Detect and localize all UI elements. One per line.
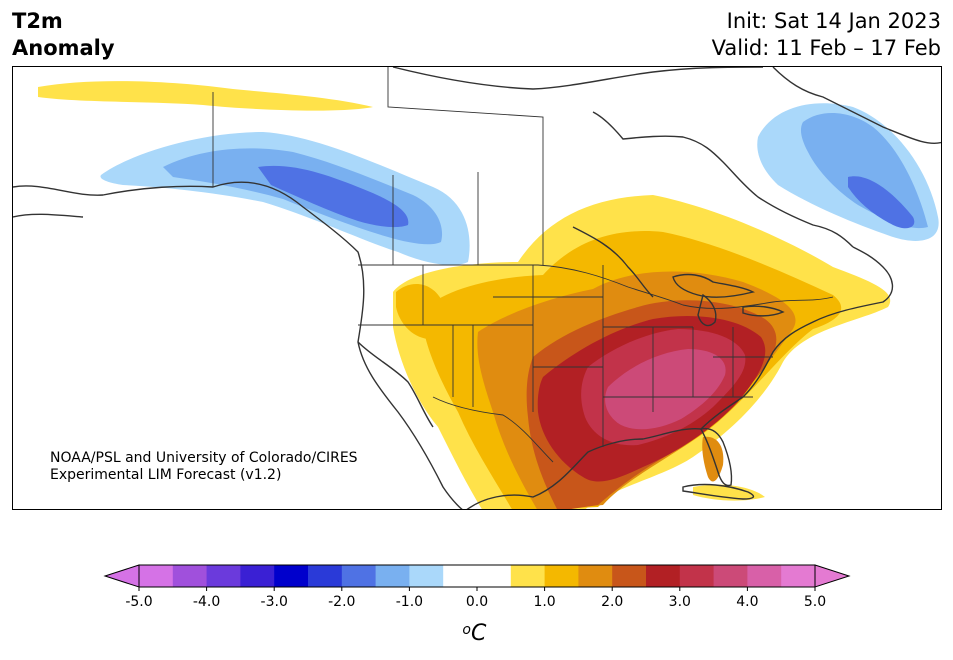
credit-line-2: Experimental LIM Forecast (v1.2) — [50, 467, 282, 483]
colorbar-tick-label: 2.0 — [601, 594, 623, 610]
colorbar-tick-label: 5.0 — [804, 594, 826, 610]
anomaly-map: NOAA/PSL and University of Colorado/CIRE… — [12, 66, 942, 510]
colorbar-segment — [274, 565, 309, 587]
colorbar-over-arrow — [814, 564, 851, 588]
cold-anomaly-shading — [100, 103, 939, 266]
colorbar-tick-label: -1.0 — [396, 594, 423, 610]
credit-text: NOAA/PSL and University of Colorado/CIRE… — [50, 450, 358, 484]
contour-neg1p5-west — [258, 165, 409, 228]
colorbar-segment — [646, 565, 681, 587]
colorbar-tick-label: 1.0 — [533, 594, 555, 610]
colorbar-segment — [679, 565, 715, 587]
colorbar-tick-label: -3.0 — [261, 594, 288, 610]
contour-florida — [702, 436, 724, 482]
colorbar-segment — [308, 565, 343, 587]
colorbar-segment — [341, 565, 377, 587]
colorbar-tick-label: 4.0 — [736, 594, 758, 610]
warm-anomaly-shading — [38, 81, 890, 509]
colorbar-segment — [510, 565, 546, 587]
colorbar-segment — [139, 565, 174, 587]
contour-arctic — [38, 81, 373, 111]
colorbar-segment — [781, 565, 816, 587]
variable-label: T2m — [12, 9, 63, 33]
colorbar-segment — [544, 565, 579, 587]
colorbar-segment — [375, 565, 410, 587]
contour-cuba — [693, 484, 765, 501]
colorbar-tick-label: 0.0 — [466, 594, 488, 610]
chart-title: T2m Anomaly — [12, 8, 115, 62]
colorbar-segment — [443, 565, 478, 587]
colorbar-segment — [612, 565, 647, 587]
unit-degree: o — [462, 622, 471, 638]
colorbar-svg: -5.0 -4.0 -3.0 -2.0 -1.0 0.0 1.0 2.0 3.0 4.0 5.0 o C — [103, 564, 851, 646]
credit-line-1: NOAA/PSL and University of Colorado/CIRE… — [50, 450, 358, 466]
colorbar-tick-label: -4.0 — [193, 594, 220, 610]
political-borders — [212, 67, 834, 463]
colorbar-segment — [240, 565, 275, 587]
colorbar-tick-label: 3.0 — [669, 594, 691, 610]
anomaly-label: Anomaly — [12, 36, 115, 60]
contour-neg1p5-east — [848, 176, 915, 229]
colorbar-segment — [713, 565, 748, 587]
map-svg — [13, 67, 941, 509]
colorbar-tick-label: -5.0 — [125, 594, 152, 610]
colorbar-segment — [477, 565, 512, 587]
contour-3p5 — [605, 349, 726, 430]
colorbar-segment — [747, 565, 782, 587]
colorbar: -5.0 -4.0 -3.0 -2.0 -1.0 0.0 1.0 2.0 3.0 4.0 5.0 o C — [0, 560, 953, 656]
colorbar-segment — [409, 565, 444, 587]
colorbar-segment — [578, 565, 613, 587]
colorbar-under-arrow — [103, 564, 140, 588]
valid-range: Valid: 11 Feb – 17 Feb — [711, 36, 941, 60]
colorbar-segment — [172, 565, 208, 587]
unit-label: C — [471, 621, 487, 646]
date-info: Init: Sat 14 Jan 2023 Valid: 11 Feb – 17… — [712, 8, 941, 62]
init-date: Init: Sat 14 Jan 2023 — [726, 9, 941, 33]
colorbar-segment — [206, 565, 241, 587]
colorbar-tick-label: -2.0 — [328, 594, 355, 610]
